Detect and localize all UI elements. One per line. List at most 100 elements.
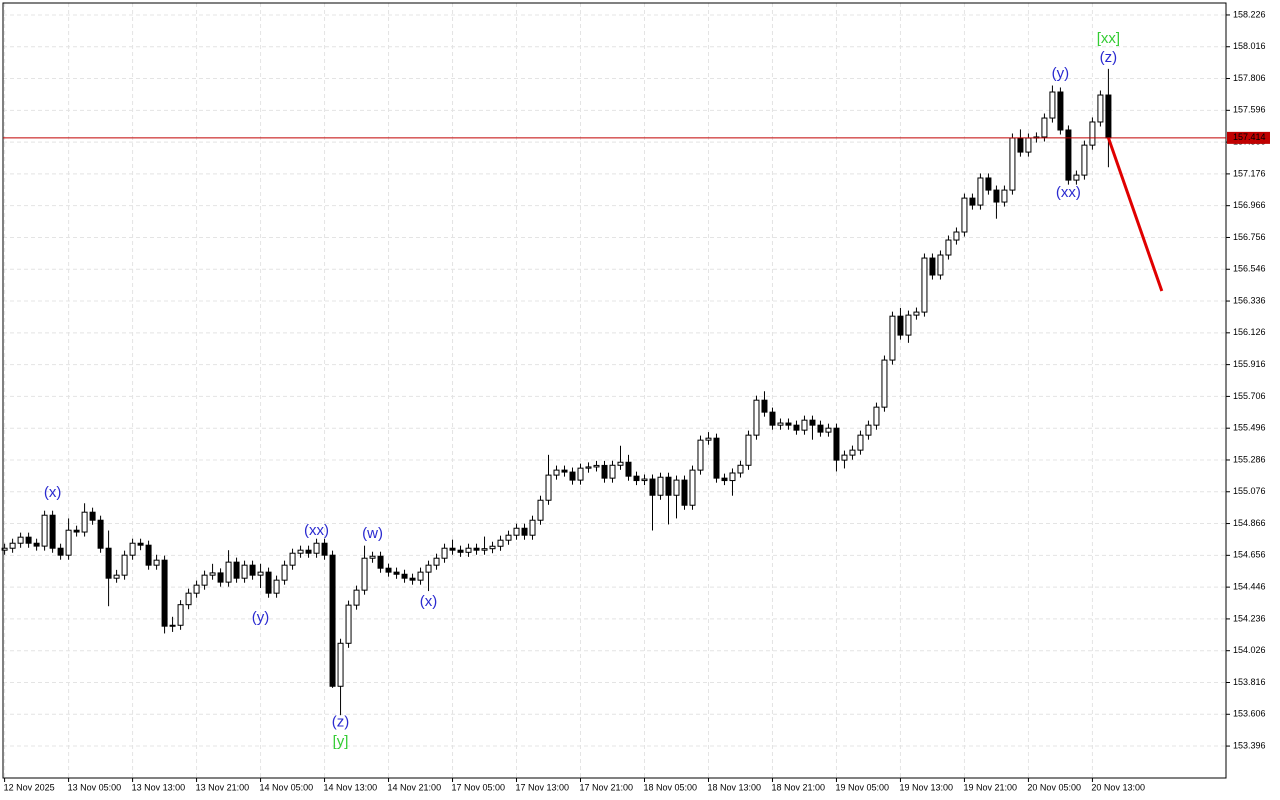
candle-body xyxy=(249,564,256,576)
candle-body xyxy=(217,572,224,583)
candle-body xyxy=(625,461,632,477)
candle-body xyxy=(865,424,872,436)
x-tick-label: 13 Nov 13:00 xyxy=(132,782,186,792)
candle-body xyxy=(1073,174,1080,181)
candle-body xyxy=(721,477,728,482)
candle-body xyxy=(473,547,480,551)
x-tick-label: 19 Nov 05:00 xyxy=(835,782,889,792)
candle-body xyxy=(169,624,176,627)
x-tick-label: 20 Nov 05:00 xyxy=(1027,782,1081,792)
grid xyxy=(3,3,1226,778)
y-tick-label: 157.176 xyxy=(1233,168,1266,178)
candle-body xyxy=(105,547,112,579)
wave-label: (z) xyxy=(1100,49,1118,66)
candle-body xyxy=(833,427,840,461)
candle-body xyxy=(25,536,32,544)
candle-body xyxy=(193,584,200,594)
x-tick-label: 14 Nov 05:00 xyxy=(260,782,314,792)
y-tick-label: 157.596 xyxy=(1233,105,1266,115)
y-tick-label: 156.126 xyxy=(1233,327,1266,337)
candle-body xyxy=(369,555,376,559)
candle-body xyxy=(937,254,944,276)
candle-body xyxy=(929,257,936,276)
candle-body xyxy=(769,411,776,426)
candle-body xyxy=(337,642,344,687)
candle-body xyxy=(449,547,456,551)
candle-body xyxy=(657,476,664,496)
x-tick-label: 20 Nov 13:00 xyxy=(1091,782,1145,792)
candle-body xyxy=(697,439,704,471)
candle-body xyxy=(681,479,688,506)
candle-body xyxy=(385,567,392,573)
candle-body xyxy=(961,197,968,233)
x-tick-label: 14 Nov 21:00 xyxy=(388,782,442,792)
y-tick-label: 156.336 xyxy=(1233,295,1266,305)
candle-body xyxy=(753,399,760,436)
candle-body xyxy=(177,604,184,626)
wave-label: (y) xyxy=(1052,65,1070,82)
candle-body xyxy=(713,437,720,479)
candle-body xyxy=(97,519,104,549)
y-tick-label: 157.806 xyxy=(1233,73,1266,83)
candle-body xyxy=(361,557,368,591)
candle-body xyxy=(49,514,56,549)
candle-body xyxy=(1097,94,1104,123)
x-tick-label: 18 Nov 05:00 xyxy=(643,782,697,792)
candle-body xyxy=(353,589,360,606)
candle-body xyxy=(881,359,888,408)
candle-body xyxy=(569,471,576,481)
candle-body xyxy=(985,177,992,191)
candle-body xyxy=(609,464,616,479)
candle-body xyxy=(65,529,72,556)
x-tick-label: 18 Nov 21:00 xyxy=(771,782,825,792)
candle-body xyxy=(793,424,800,431)
x-tick-label: 13 Nov 21:00 xyxy=(196,782,250,792)
candle-body xyxy=(585,466,592,469)
wave-label: (xx) xyxy=(304,522,329,539)
y-tick-label: 154.026 xyxy=(1233,645,1266,655)
y-tick-label: 156.966 xyxy=(1233,200,1266,210)
candle-body xyxy=(993,189,1000,203)
candle-body xyxy=(945,239,952,256)
candle-body xyxy=(729,472,736,482)
candle-body xyxy=(761,399,768,413)
candle-body xyxy=(561,469,568,473)
candle-body xyxy=(817,424,824,433)
candle-body xyxy=(393,571,400,575)
wave-label: (xx) xyxy=(1056,184,1081,201)
candle-body xyxy=(377,555,384,569)
candle-body xyxy=(841,454,848,461)
candle-body xyxy=(1041,117,1048,138)
candle-body xyxy=(41,514,48,547)
candle-body xyxy=(257,571,264,576)
candle-body xyxy=(849,449,856,456)
y-tick-label: 153.606 xyxy=(1233,709,1266,719)
x-tick-label: 17 Nov 05:00 xyxy=(452,782,506,792)
x-tick-label: 14 Nov 13:00 xyxy=(324,782,378,792)
candle-body xyxy=(497,539,504,547)
candle-body xyxy=(425,564,432,573)
candle-body xyxy=(289,552,296,566)
wave-label: [y] xyxy=(333,733,349,750)
candle-body xyxy=(905,314,912,336)
candle-body xyxy=(241,564,248,579)
candle-body xyxy=(1025,137,1032,153)
candle-body xyxy=(297,549,304,554)
candle-body xyxy=(505,534,512,541)
candle-body xyxy=(785,422,792,426)
candle-body xyxy=(1,547,8,551)
candle-body xyxy=(17,536,24,544)
candle-body xyxy=(521,527,528,536)
candle-body xyxy=(185,592,192,606)
candle-body xyxy=(273,579,280,594)
candle-body xyxy=(409,577,416,581)
candle-body xyxy=(1049,91,1056,119)
y-tick-label: 155.706 xyxy=(1233,391,1266,401)
candle-body xyxy=(737,464,744,474)
wave-label: (y) xyxy=(252,609,270,626)
candle-body xyxy=(145,544,152,566)
candle-body xyxy=(401,573,408,579)
candle-body xyxy=(601,464,608,479)
y-tick-label: 155.076 xyxy=(1233,486,1266,496)
